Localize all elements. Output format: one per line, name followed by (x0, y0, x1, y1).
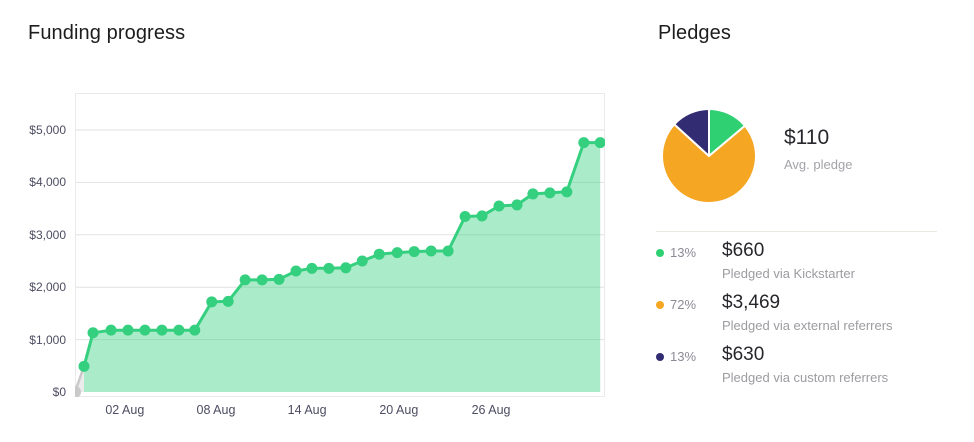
x-axis-tick-label: 26 Aug (471, 403, 511, 417)
data-point[interactable] (122, 324, 134, 336)
x-axis-tick-label: 20 Aug (379, 403, 419, 417)
data-point[interactable] (78, 360, 90, 372)
average-pledge-block: $110 Avg. pledge (784, 126, 852, 172)
data-point[interactable] (340, 262, 352, 274)
x-axis-tick-label: 14 Aug (287, 403, 327, 417)
data-point[interactable] (425, 245, 437, 257)
funding-progress-title: Funding progress (28, 22, 186, 44)
y-axis-tick-label: $0 (52, 385, 66, 399)
legend-caption: Pledged via custom referrers (722, 370, 889, 385)
legend-amount: $3,469 (722, 292, 781, 313)
data-point[interactable] (373, 248, 385, 260)
data-point[interactable] (459, 210, 471, 222)
data-point[interactable] (476, 210, 488, 222)
data-point[interactable] (356, 255, 368, 267)
data-point[interactable] (527, 188, 539, 200)
legend-row-kickstarter: 13% $660 Pledged via Kickstarter (656, 240, 956, 288)
data-point[interactable] (105, 324, 117, 336)
data-point[interactable] (206, 296, 218, 308)
pie-slice[interactable] (673, 108, 710, 157)
data-point[interactable] (561, 186, 573, 198)
y-axis-tick-label: $3,000 (29, 227, 66, 242)
data-point[interactable] (493, 200, 505, 212)
data-point[interactable] (544, 187, 556, 199)
data-point[interactable] (594, 137, 606, 149)
data-point[interactable] (273, 273, 285, 285)
legend-dot-external-icon (656, 300, 664, 309)
data-point[interactable] (408, 246, 420, 258)
data-point[interactable] (173, 324, 185, 336)
legend-caption: Pledged via external referrers (722, 318, 893, 333)
x-axis-labels: 02 Aug 08 Aug 14 Aug 20 Aug 26 Aug (75, 403, 605, 421)
legend-percent: 72% (670, 297, 697, 312)
legend-dot-kickstarter-icon (656, 248, 664, 257)
data-point[interactable] (511, 199, 523, 211)
x-axis-tick-label: 02 Aug (105, 403, 145, 417)
legend-amount: $630 (722, 344, 765, 365)
data-point[interactable] (239, 274, 251, 286)
pledges-title: Pledges (658, 22, 731, 44)
pie-slice[interactable] (661, 123, 757, 204)
data-point[interactable] (578, 137, 590, 149)
data-point[interactable] (290, 265, 302, 277)
y-axis-tick-label: $5,000 (29, 123, 66, 137)
data-point[interactable] (256, 274, 268, 286)
y-axis-labels: $0 $1,000 $2,000 $3,000 $4,000 $5,000 (0, 93, 66, 399)
data-point[interactable] (139, 324, 151, 336)
average-pledge-value: $110 (784, 126, 830, 149)
y-axis-tick-label: $4,000 (29, 175, 66, 190)
x-axis-tick-label: 08 Aug (196, 403, 236, 417)
legend-percent: 13% (670, 245, 697, 260)
data-point[interactable] (306, 262, 318, 274)
data-point[interactable] (156, 324, 168, 336)
data-point[interactable] (323, 262, 335, 274)
y-axis-tick-label: $2,000 (29, 280, 66, 295)
data-point[interactable] (222, 295, 234, 307)
legend-caption: Pledged via Kickstarter (722, 266, 855, 281)
data-point[interactable] (87, 327, 99, 339)
funding-progress-chart[interactable] (69, 93, 606, 398)
funding-area-chart-svg[interactable] (69, 93, 606, 398)
legend-amount: $660 (722, 240, 765, 261)
legend-dot-custom-icon (656, 352, 664, 361)
y-axis-tick-label: $1,000 (29, 332, 66, 347)
data-point[interactable] (189, 324, 201, 336)
legend-divider (656, 231, 937, 232)
legend-percent: 13% (670, 349, 697, 364)
pledges-pie-chart[interactable] (659, 106, 759, 206)
legend-row-custom-referrers: 13% $630 Pledged via custom referrers (656, 344, 956, 392)
data-point[interactable] (442, 245, 454, 257)
legend-row-external-referrers: 72% $3,469 Pledged via external referrer… (656, 292, 956, 340)
pledges-pie-chart-svg[interactable] (659, 106, 759, 206)
data-point[interactable] (391, 247, 403, 259)
average-pledge-caption: Avg. pledge (784, 157, 853, 172)
